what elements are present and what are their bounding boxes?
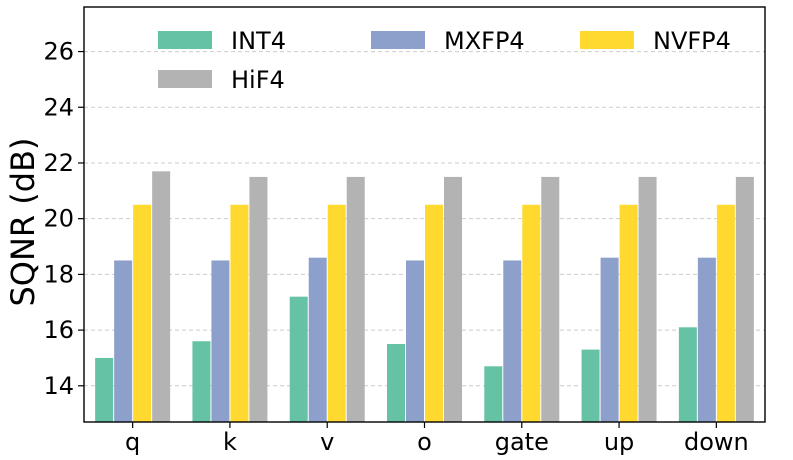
x-tick-label: v [320,428,334,456]
legend-swatch-mxfp4 [371,31,425,49]
legend-label-hif4: HiF4 [231,66,285,94]
y-tick-label: 22 [43,149,74,177]
y-tick-label: 24 [43,93,74,121]
legend-swatch-int4 [158,31,212,49]
y-tick-label: 16 [43,316,74,344]
bar-nvfp4-o [425,204,443,422]
bar-int4-o [387,344,405,422]
x-tick-label: down [684,428,749,456]
bar-int4-k [192,341,211,422]
bar-hif4-v [346,176,365,422]
bars-layer [95,171,754,422]
bar-mxfp4-o [406,260,424,422]
legend-label-nvfp4: NVFP4 [653,27,731,55]
bar-nvfp4-gate [522,204,541,422]
grid-layer [84,51,765,387]
x-tick-label: up [604,428,634,456]
bar-mxfp4-q [114,260,133,422]
bar-nvfp4-v [327,204,346,422]
bar-nvfp4-q [133,204,152,422]
legend-swatch-hif4 [158,70,212,88]
y-tick-label: 20 [43,205,74,233]
legend-label-mxfp4: MXFP4 [444,27,525,55]
bar-hif4-k [249,176,268,422]
legend: INT4 MXFP4 NVFP4 HiF4 [158,27,731,94]
y-axis-label: SQNR (dB) [4,137,42,306]
bar-int4-v [289,296,308,422]
axes-layer: 14 16 18 20 22 24 26 q k v o gate up down [43,6,766,456]
x-tick-label: gate [495,428,549,456]
bar-int4-q [95,357,114,422]
bar-int4-up [581,349,600,422]
bar-mxfp4-up [600,257,619,422]
legend-label-int4: INT4 [231,27,286,55]
y-tick-label: 26 [43,38,74,66]
x-tick-label: q [125,428,140,456]
bar-int4-down [678,327,697,422]
bar-mxfp4-gate [503,260,522,422]
bar-int4-gate [484,366,503,422]
bar-hif4-q [152,171,171,422]
plot-frame [83,6,766,423]
legend-swatch-nvfp4 [580,31,634,49]
y-tick-label: 18 [43,260,74,288]
bar-nvfp4-up [619,204,638,422]
bar-nvfp4-down [716,204,735,422]
bar-mxfp4-down [697,257,716,422]
bar-mxfp4-v [308,257,327,422]
y-tick-label: 14 [43,372,74,400]
x-tick-label: o [417,428,432,456]
bar-hif4-o [444,176,462,422]
x-tick-label: k [223,428,237,456]
bar-mxfp4-k [211,260,230,422]
bar-hif4-up [638,176,657,422]
bar-hif4-down [735,176,754,422]
bar-hif4-gate [541,176,560,422]
bar-nvfp4-k [230,204,249,422]
